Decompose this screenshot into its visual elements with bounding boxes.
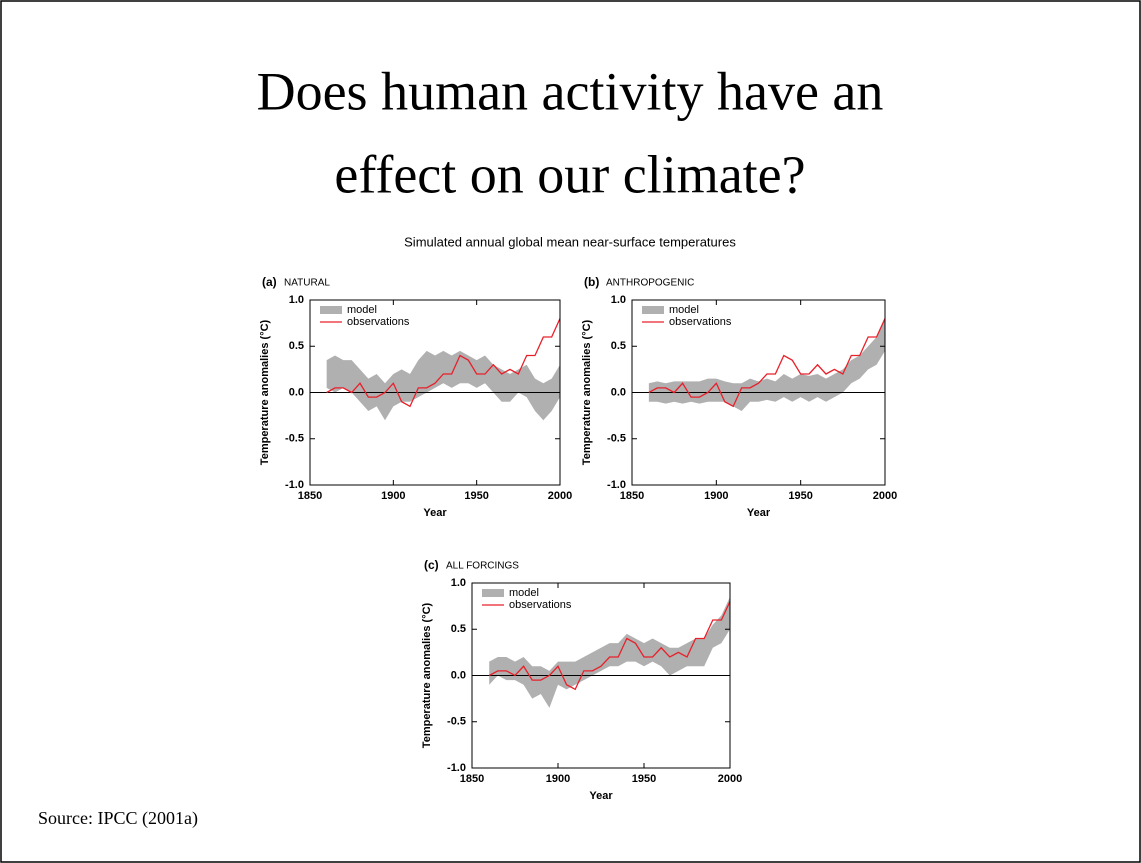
x-tick-label: 1850 xyxy=(620,490,644,502)
x-tick-label: 1900 xyxy=(546,773,570,785)
slide-title: effect on our climate? xyxy=(334,144,805,204)
y-tick-label: -0.5 xyxy=(285,433,304,445)
panel-label: (c) xyxy=(424,558,439,572)
panel-label: (a) xyxy=(262,275,277,289)
y-tick-label: 0.0 xyxy=(611,386,626,398)
legend-swatch xyxy=(642,306,664,314)
y-tick-label: -1.0 xyxy=(285,479,304,491)
observations-line xyxy=(488,601,731,691)
legend-swatch xyxy=(482,589,504,597)
model-band xyxy=(326,350,560,421)
legend-swatch xyxy=(320,306,342,314)
x-tick-label: 1850 xyxy=(298,490,322,502)
x-tick-label: 1900 xyxy=(381,490,405,502)
y-tick-label: 1.0 xyxy=(451,577,466,589)
legend-label: model xyxy=(669,304,699,316)
x-tick-label: 2000 xyxy=(873,490,897,502)
panel-title: ALL FORCINGS xyxy=(446,561,519,572)
y-tick-label: -1.0 xyxy=(447,762,466,774)
legend-label: model xyxy=(509,587,539,599)
x-tick-label: 2000 xyxy=(548,490,572,502)
panel-title: NATURAL xyxy=(284,278,330,289)
panel-label: (b) xyxy=(584,275,599,289)
y-tick-label: 1.0 xyxy=(289,294,304,306)
legend-label: observations xyxy=(509,599,572,611)
panel-title: ANTHROPOGENIC xyxy=(606,278,694,289)
legend-label: observations xyxy=(669,316,732,328)
x-tick-label: 1900 xyxy=(704,490,728,502)
y-tick-label: -1.0 xyxy=(607,479,626,491)
model-band xyxy=(648,318,885,411)
x-tick-label: 1850 xyxy=(460,773,484,785)
y-tick-label: 0.5 xyxy=(451,623,466,635)
y-tick-label: 0.5 xyxy=(289,340,304,352)
x-tick-label: 1950 xyxy=(464,490,488,502)
y-tick-label: 0.0 xyxy=(289,386,304,398)
y-tick-label: -0.5 xyxy=(447,716,466,728)
figure-title: Simulated annual global mean near-surfac… xyxy=(404,234,736,249)
observations-line xyxy=(326,318,561,408)
x-tick-label: 1950 xyxy=(788,490,812,502)
model-band xyxy=(489,596,730,708)
x-axis-label: Year xyxy=(747,507,771,519)
slide-title: Does human activity have an xyxy=(257,61,884,121)
y-tick-label: -0.5 xyxy=(607,433,626,445)
y-axis-label: Temperature anomalies (°C) xyxy=(581,319,593,465)
legend-label: model xyxy=(347,304,377,316)
x-axis-label: Year xyxy=(589,790,613,802)
y-tick-label: 1.0 xyxy=(611,294,626,306)
observations-line xyxy=(648,318,886,408)
y-axis-label: Temperature anomalies (°C) xyxy=(421,602,433,748)
legend-label: observations xyxy=(347,316,410,328)
y-axis-label: Temperature anomalies (°C) xyxy=(259,319,271,465)
x-tick-label: 2000 xyxy=(718,773,742,785)
y-tick-label: 0.0 xyxy=(451,669,466,681)
source: Source: IPCC (2001a) xyxy=(38,808,198,829)
y-tick-label: 0.5 xyxy=(611,340,626,352)
x-axis-label: Year xyxy=(423,507,447,519)
x-tick-label: 1950 xyxy=(632,773,656,785)
